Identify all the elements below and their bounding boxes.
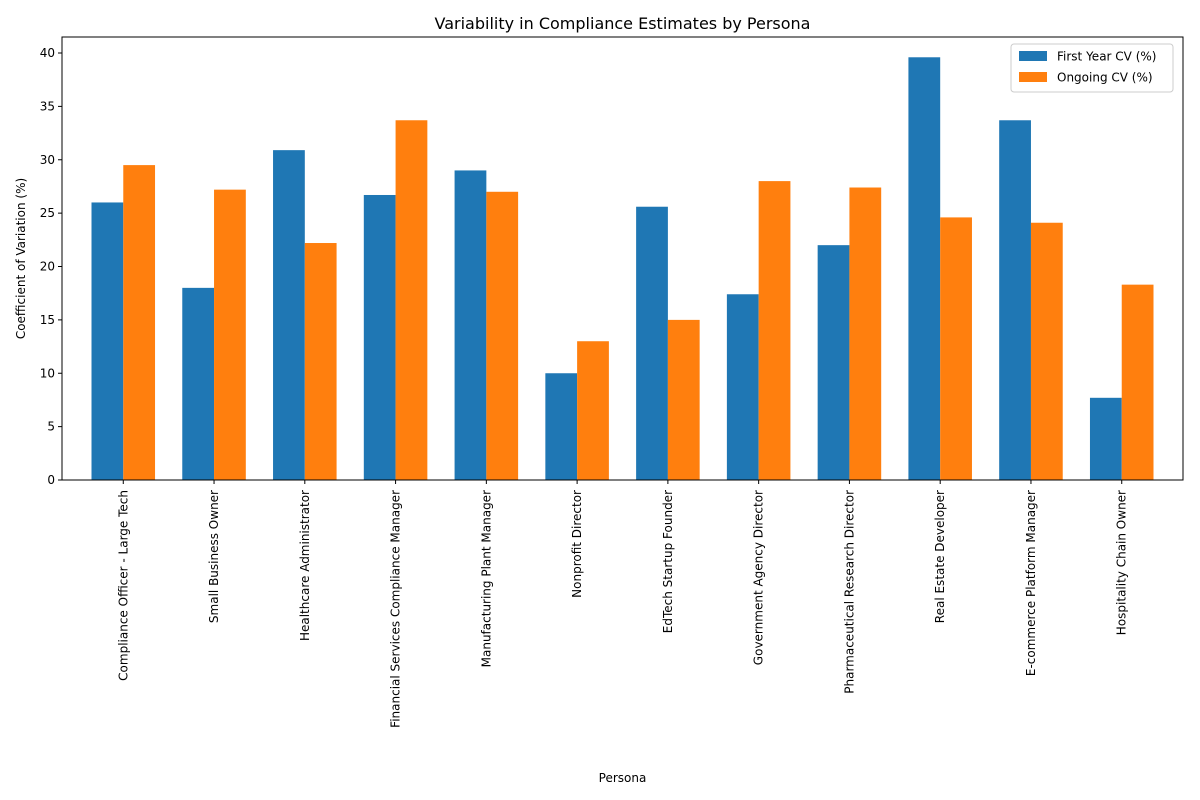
- y-tick-label: 0: [47, 473, 55, 487]
- x-tick-label: Nonprofit Director: [570, 490, 584, 598]
- bar-ongoing-7: [758, 181, 791, 481]
- bar-ongoing-6: [667, 319, 700, 480]
- bar-first-year-0: [91, 202, 124, 480]
- bar-first-year-9: [908, 57, 941, 480]
- bar-first-year-11: [1089, 397, 1122, 480]
- bar-ongoing-8: [849, 187, 882, 480]
- legend-swatch-ongoing: [1019, 72, 1047, 82]
- bar-ongoing-2: [304, 243, 337, 480]
- bar-ongoing-3: [395, 120, 428, 480]
- bar-ongoing-9: [940, 217, 972, 480]
- x-tick-label: Small Business Owner: [207, 490, 221, 623]
- bar-ongoing-11: [1121, 284, 1154, 480]
- x-tick-label: Government Agency Director: [752, 490, 766, 665]
- x-tick-label: Hospitality Chain Owner: [1115, 490, 1129, 635]
- bar-first-year-7: [726, 294, 759, 480]
- y-tick-label: 5: [47, 420, 55, 434]
- bar-first-year-2: [273, 150, 305, 480]
- legend: First Year CV (%) Ongoing CV (%): [1010, 43, 1174, 93]
- legend-frame: [1010, 43, 1174, 93]
- x-tick-label: Pharmaceutical Research Director: [842, 490, 856, 694]
- y-tick-label: 35: [40, 99, 55, 113]
- bar-ongoing-1: [214, 189, 246, 480]
- plot-frame: [61, 36, 1184, 481]
- bar-ongoing-5: [577, 341, 609, 480]
- y-tick-label: 20: [40, 260, 55, 274]
- x-tick-label: Real Estate Developer: [933, 490, 947, 623]
- y-tick-label: 10: [40, 366, 55, 380]
- bars-layer: [91, 57, 1154, 481]
- x-tick-label: Manufacturing Plant Manager: [479, 490, 493, 667]
- bar-ongoing-10: [1030, 222, 1063, 481]
- x-axis-title: Persona: [599, 771, 647, 785]
- y-axis-title: Coefficient of Variation (%): [14, 178, 28, 339]
- bar-first-year-3: [363, 194, 396, 481]
- legend-label-ongoing: Ongoing CV (%): [1057, 71, 1153, 85]
- bar-ongoing-0: [123, 165, 156, 480]
- bar-first-year-10: [999, 120, 1031, 480]
- y-tick-label: 25: [40, 206, 55, 220]
- chart-title: Variability in Compliance Estimates by P…: [435, 14, 811, 33]
- bar-first-year-4: [454, 170, 487, 480]
- axes-layer: 0 5 10 15 20 25 30 35 40 Compliance Officer - Lar…: [40, 36, 1184, 728]
- bar-first-year-5: [545, 373, 578, 480]
- y-tick-label: 15: [40, 313, 55, 327]
- x-tick-label: Compliance Officer - Large Tech: [116, 490, 130, 681]
- legend-swatch-first-year: [1019, 51, 1047, 61]
- legend-label-first-year: First Year CV (%): [1057, 50, 1156, 64]
- bar-first-year-8: [817, 245, 850, 480]
- y-tick-label: 40: [40, 46, 55, 60]
- x-tick-label: EdTech Startup Founder: [661, 490, 675, 633]
- bar-first-year-1: [182, 287, 215, 480]
- y-tick-label: 30: [40, 153, 55, 167]
- x-tick-label: Healthcare Administrator: [298, 490, 312, 641]
- bar-first-year-6: [636, 206, 668, 481]
- x-tick-label: E-commerce Platform Manager: [1024, 490, 1038, 676]
- x-tick-label: Financial Services Compliance Manager: [389, 490, 403, 728]
- bar-ongoing-4: [486, 191, 519, 480]
